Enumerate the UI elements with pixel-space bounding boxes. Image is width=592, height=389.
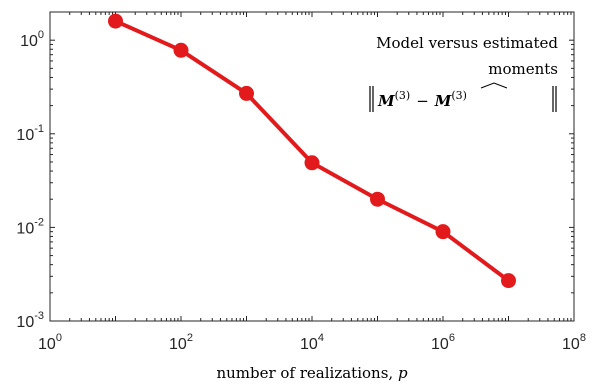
- data-point: [304, 155, 320, 171]
- y-tick-label: 10-2: [16, 216, 44, 237]
- x-tick-label: 104: [300, 332, 324, 353]
- formula-op: −: [416, 92, 429, 110]
- x-tick-label: 102: [169, 332, 193, 353]
- x-tick-label: 108: [562, 332, 586, 353]
- data-point: [501, 273, 516, 289]
- formula-sup: (3): [395, 89, 411, 102]
- annotation-line2: moments: [488, 60, 558, 78]
- formula: M(3) − M(3): [377, 89, 467, 110]
- data-point: [173, 42, 189, 58]
- tick-labels: 100 102 104 106 108 100 10-1 10-2 10-3: [16, 29, 586, 353]
- y-tick-label: 10-3: [16, 310, 44, 331]
- ticks: [49, 11, 574, 322]
- annotation: Model versus estimated moments M(3) − M(3): [369, 34, 558, 112]
- y-tick-label: 10-1: [16, 123, 44, 144]
- hat-icon: [480, 82, 508, 89]
- x-tick-label: 100: [38, 332, 62, 353]
- data-point: [239, 85, 254, 101]
- formula-sup2: (3): [451, 89, 467, 102]
- formula-left: M: [377, 92, 395, 110]
- data-point: [435, 224, 451, 240]
- series: [108, 13, 516, 289]
- x-tick-label: 106: [431, 332, 455, 353]
- formula-right: M: [434, 92, 452, 110]
- data-point: [370, 191, 385, 207]
- y-tick-label: 100: [20, 29, 44, 50]
- data-point: [108, 13, 123, 29]
- x-axis-label: number of realizations, p: [216, 364, 408, 382]
- annotation-line1: Model versus estimated: [376, 34, 558, 52]
